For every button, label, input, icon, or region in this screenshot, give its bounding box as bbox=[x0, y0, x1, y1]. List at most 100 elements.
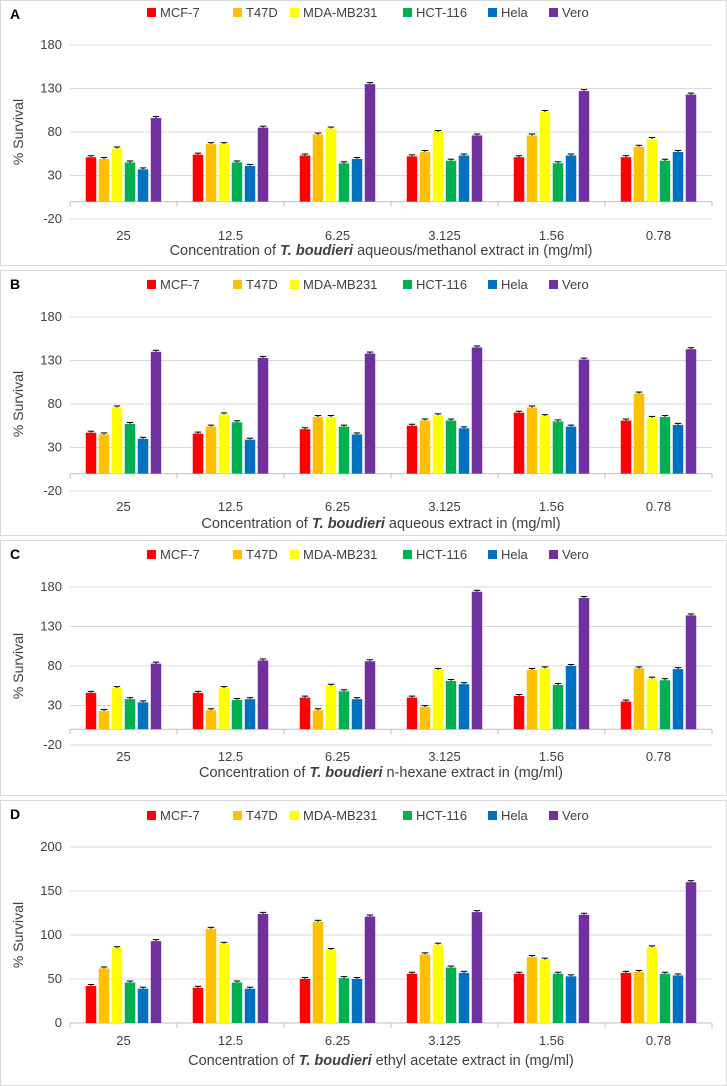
bar-hct-116-3-125 bbox=[445, 420, 457, 474]
bar-t47d-0-78 bbox=[633, 146, 645, 202]
bar-mcf-7-0-78 bbox=[620, 420, 632, 474]
x-tick-label: 0.78 bbox=[646, 499, 671, 514]
bar-mcf-7-12-5 bbox=[192, 692, 204, 730]
bar-t47d-12-5 bbox=[205, 144, 217, 202]
bar-vero-3-125 bbox=[471, 347, 483, 474]
legend-swatch bbox=[147, 8, 156, 17]
x-axis-title-prefix: Concentration of bbox=[188, 1053, 298, 1069]
panel-label: D bbox=[10, 806, 20, 822]
legend-label: Vero bbox=[562, 5, 589, 20]
legend-label: HCT-116 bbox=[416, 547, 467, 562]
x-tick-label: 12.5 bbox=[218, 1033, 243, 1048]
x-tick-label: 3.125 bbox=[428, 1033, 461, 1048]
bar-hct-116-3-125 bbox=[445, 681, 457, 730]
legend-swatch bbox=[147, 811, 156, 820]
bar-t47d-3-125 bbox=[419, 152, 431, 202]
x-tick-label: 25 bbox=[116, 499, 130, 514]
legend-label: MCF-7 bbox=[160, 5, 200, 20]
bar-vero-12-5 bbox=[257, 913, 269, 1023]
bar-t47d-6-25 bbox=[312, 417, 324, 474]
legend-item-hct-116: HCT-116 bbox=[403, 277, 467, 292]
panel-b-chart: B MCF-7 T47D MDA-MB231 HCT-116 Hela Vero -20 30 8… bbox=[0, 270, 727, 536]
bar-mcf-7-25 bbox=[85, 432, 97, 474]
bar-mda-mb231-0-78 bbox=[646, 138, 658, 202]
legend-label: Vero bbox=[562, 808, 589, 823]
panel-border bbox=[0, 540, 727, 796]
x-tick-label: 1.56 bbox=[539, 499, 564, 514]
legend-label: Hela bbox=[501, 547, 529, 562]
legend-item-mda-mb231: MDA-MB231 bbox=[290, 277, 377, 292]
y-tick-label: 80 bbox=[48, 658, 62, 673]
x-axis-title-prefix: Concentration of bbox=[201, 516, 311, 532]
x-tick-label: 12.5 bbox=[218, 499, 243, 514]
x-axis-title-prefix: Concentration of bbox=[170, 243, 280, 259]
y-tick-label: 180 bbox=[40, 579, 62, 594]
bar-mda-mb231-12-5 bbox=[218, 414, 230, 474]
bar-mcf-7-12-5 bbox=[192, 433, 204, 474]
bar-hela-3-125 bbox=[458, 155, 470, 202]
bar-hela-6-25 bbox=[351, 699, 363, 730]
y-tick-label: 200 bbox=[40, 839, 62, 854]
bar-hela-6-25 bbox=[351, 434, 363, 474]
x-axis-title: Concentration of T. boudieri aqueous/met… bbox=[170, 243, 593, 259]
bar-hct-116-1-56 bbox=[552, 684, 564, 730]
panel-label: A bbox=[10, 6, 20, 22]
bar-mda-mb231-6-25 bbox=[325, 949, 337, 1023]
y-tick-label: 0 bbox=[55, 1015, 62, 1030]
bar-t47d-3-125 bbox=[419, 954, 431, 1023]
x-tick-label: 25 bbox=[116, 1033, 130, 1048]
legend-item-t47d: T47D bbox=[233, 808, 278, 823]
legend-swatch bbox=[233, 811, 242, 820]
bar-mda-mb231-0-78 bbox=[646, 947, 658, 1023]
bar-vero-3-125 bbox=[471, 135, 483, 202]
y-tick-label: -20 bbox=[43, 483, 62, 498]
bar-hct-116-1-56 bbox=[552, 163, 564, 202]
bar-hct-116-25 bbox=[124, 699, 136, 730]
x-tick-label: 6.25 bbox=[325, 499, 350, 514]
legend-label: HCT-116 bbox=[416, 5, 467, 20]
bar-vero-6-25 bbox=[364, 916, 376, 1023]
bar-hela-25 bbox=[137, 988, 149, 1023]
bar-hct-116-12-5 bbox=[231, 422, 243, 474]
x-tick-label: 0.78 bbox=[646, 1033, 671, 1048]
bar-mda-mb231-3-125 bbox=[432, 669, 444, 730]
bar-vero-12-5 bbox=[257, 127, 269, 202]
x-axis-title: Concentration of T. boudieri ethyl aceta… bbox=[188, 1053, 574, 1069]
bar-mda-mb231-6-25 bbox=[325, 417, 337, 474]
bar-hct-116-3-125 bbox=[445, 967, 457, 1023]
bar-t47d-0-78 bbox=[633, 393, 645, 474]
bar-t47d-1-56 bbox=[526, 669, 538, 730]
legend-label: MDA-MB231 bbox=[303, 277, 377, 292]
legend-label: MCF-7 bbox=[160, 808, 200, 823]
bar-mda-mb231-12-5 bbox=[218, 943, 230, 1023]
bar-mda-mb231-6-25 bbox=[325, 128, 337, 202]
bar-hct-116-6-25 bbox=[338, 426, 350, 474]
legend-swatch bbox=[147, 280, 156, 289]
legend-swatch bbox=[233, 8, 242, 17]
bar-mcf-7-12-5 bbox=[192, 154, 204, 202]
bar-mcf-7-0-78 bbox=[620, 701, 632, 730]
bar-hct-116-0-78 bbox=[659, 973, 671, 1023]
bar-mcf-7-3-125 bbox=[406, 973, 418, 1023]
bar-hela-12-5 bbox=[244, 439, 256, 474]
bar-hct-116-25 bbox=[124, 982, 136, 1023]
bar-mda-mb231-0-78 bbox=[646, 678, 658, 730]
legend-item-t47d: T47D bbox=[233, 547, 278, 562]
bar-hct-116-1-56 bbox=[552, 421, 564, 474]
bar-hct-116-0-78 bbox=[659, 417, 671, 474]
legend-item-vero: Vero bbox=[549, 808, 589, 823]
bar-hela-0-78 bbox=[672, 424, 684, 474]
bar-t47d-25 bbox=[98, 434, 110, 474]
panel-border bbox=[0, 270, 727, 536]
legend-label: MDA-MB231 bbox=[303, 547, 377, 562]
legend-item-hela: Hela bbox=[488, 547, 529, 562]
bar-hct-116-25 bbox=[124, 162, 136, 202]
bar-vero-1-56 bbox=[578, 359, 590, 474]
legend-swatch bbox=[403, 8, 412, 17]
bar-hct-116-6-25 bbox=[338, 163, 350, 202]
bar-hct-116-3-125 bbox=[445, 160, 457, 202]
panel-border bbox=[0, 800, 727, 1086]
legend-swatch bbox=[290, 8, 299, 17]
bar-vero-3-125 bbox=[471, 591, 483, 730]
legend-swatch bbox=[290, 280, 299, 289]
